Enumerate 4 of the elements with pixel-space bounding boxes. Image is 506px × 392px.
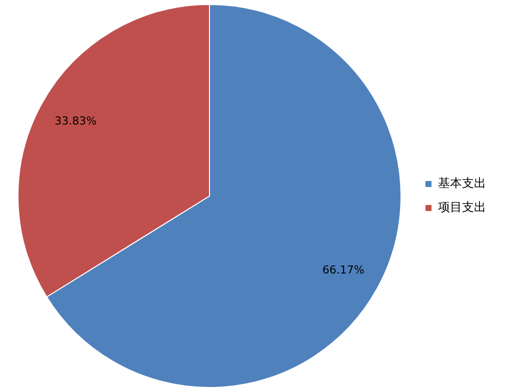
data-label: 66.17% bbox=[322, 263, 364, 276]
legend-label: 项目支出 bbox=[438, 200, 486, 214]
data-label: 33.83% bbox=[54, 114, 97, 128]
legend-label: 基本支出 bbox=[438, 176, 486, 190]
